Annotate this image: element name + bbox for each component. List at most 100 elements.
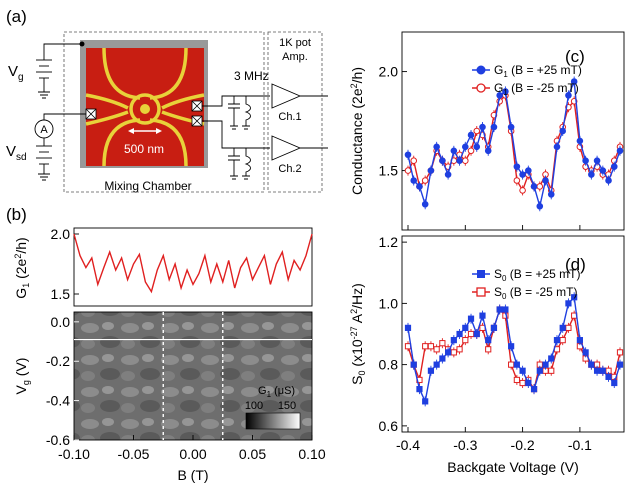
data-point (536, 183, 544, 190)
data-point (427, 343, 435, 350)
panel-b-heatmap-xticks: -0.10 -0.05 0.00 0.05 0.10 (58, 435, 326, 462)
panel-d-series (404, 292, 624, 407)
data-point (467, 131, 475, 139)
data-point (479, 123, 486, 131)
contact-cross-right-1 (191, 100, 203, 112)
data-point (433, 143, 440, 151)
data-point (576, 137, 584, 145)
data-point (536, 202, 544, 210)
legend-d1: S0 (B = +25 mT) (494, 267, 581, 283)
data-point (404, 324, 412, 331)
sample-sem-image: 500 nm (80, 40, 208, 168)
legend-marker-c1 (476, 65, 486, 75)
data-point (519, 367, 526, 374)
panel-c-legend: G1 (B = +25 mT) G1 (B = -25 mT) (472, 63, 582, 97)
data-point (416, 183, 423, 190)
data-point (433, 361, 440, 368)
data-point (433, 346, 440, 353)
panel-b-xtick-label: 0.05 (239, 446, 266, 462)
scale-bar-left-arrow (128, 128, 134, 134)
right-wiring (202, 83, 328, 180)
data-point (462, 337, 469, 344)
data-point (502, 306, 509, 313)
data-point (565, 324, 572, 331)
colorbar (245, 412, 301, 430)
panel-ytick-label: 1.0 (379, 295, 399, 311)
data-point (570, 78, 578, 85)
panel-b-xtick-label: -0.10 (58, 446, 90, 462)
panel-ytick-label: 2.0 (379, 64, 399, 80)
data-point (553, 337, 561, 344)
panel-d-ylabel: S0 (x10-27 A2/Hz) (349, 283, 367, 385)
data-point (548, 367, 555, 374)
data-point (473, 127, 481, 135)
data-point (530, 183, 538, 190)
panel-b-xtick-label: 0.10 (298, 446, 325, 462)
data-point (553, 143, 561, 151)
panel-xtick-label: -0.4 (396, 437, 420, 453)
data-point (450, 147, 458, 155)
data-point (473, 330, 480, 338)
amp-label: Amp. (282, 51, 308, 63)
data-point (599, 367, 606, 374)
data-point (576, 337, 583, 344)
mixing-chamber-box (63, 31, 265, 193)
data-point (559, 337, 566, 344)
panel-b-heatmap-yticks: 0.0 -0.2 -0.4 -0.6 (46, 314, 79, 448)
data-point (479, 312, 486, 319)
data-point (422, 398, 429, 405)
gate-contact-dot (79, 41, 85, 47)
panel-label-a: (a) (6, 7, 27, 26)
panel-d-xticks: -0.4 -0.3 -0.2 -0.1 (396, 427, 592, 453)
data-point (404, 343, 412, 350)
data-point (444, 171, 452, 178)
data-point (473, 143, 481, 151)
legend-marker-c2 (476, 83, 486, 93)
panel-ytick-label: 0.8 (379, 357, 399, 373)
data-point (616, 349, 624, 356)
data-point (490, 324, 498, 331)
data-point (462, 324, 469, 331)
data-point (559, 324, 566, 331)
data-point (519, 187, 526, 194)
panel-c-yticks: 2.0 1.5 (379, 64, 407, 179)
data-point (610, 163, 618, 170)
data-point (422, 343, 429, 350)
data-point (513, 177, 521, 184)
data-point (513, 163, 521, 170)
data-point (605, 373, 612, 380)
panel-label-d: (d) (565, 255, 586, 274)
colorbar-tick-100: 100 (245, 400, 263, 412)
pot-label: 1K pot (279, 37, 311, 49)
data-point (490, 123, 498, 131)
panel-b-heatmap-ylabel: Vg (V) (13, 358, 31, 395)
data-point (616, 361, 624, 368)
panel-c-ylabel: Conductance (2e2/h) (349, 67, 365, 195)
data-point (508, 361, 515, 368)
data-point (519, 171, 526, 178)
panel-b-xlabel: B (T) (177, 467, 208, 483)
panel-label-c: (c) (565, 47, 585, 66)
data-point (485, 337, 492, 344)
panel-ytick-label: 0.6 (379, 418, 399, 434)
panel-b-g1-series-line (73, 233, 313, 294)
data-point (616, 147, 624, 155)
panel-b: (b) 2.0 1.5 G1 (2e2/h) 0.0 -0.2 -0.4 -0.6 -0… (6, 205, 326, 483)
data-point (605, 177, 612, 184)
data-point (496, 306, 503, 313)
panel-a-schematic: (a) Mixing Chamber 1K pot Amp. (6, 7, 328, 193)
panel-b-heatmap-ytick-label: -0.2 (46, 353, 70, 369)
legend-marker-d1 (477, 270, 485, 278)
left-wiring (34, 43, 86, 181)
panel-d: (d) 1.2 1.0 0.8 0.6 -0.4 -0.3 -0.2 -0.1 S0 (x1… (349, 234, 625, 475)
mixing-chamber-label: Mixing Chamber (104, 179, 191, 193)
data-point (559, 127, 567, 135)
panel-b-top-frame (73, 227, 313, 307)
data-point (582, 157, 589, 164)
ch1-label: Ch.1 (278, 111, 301, 123)
data-point (565, 300, 572, 307)
panel-c-frame (401, 31, 625, 231)
data-point (548, 355, 555, 362)
panel-d-legend: S0 (B = +25 mT) S0 (B = -25 mT) (472, 267, 581, 301)
